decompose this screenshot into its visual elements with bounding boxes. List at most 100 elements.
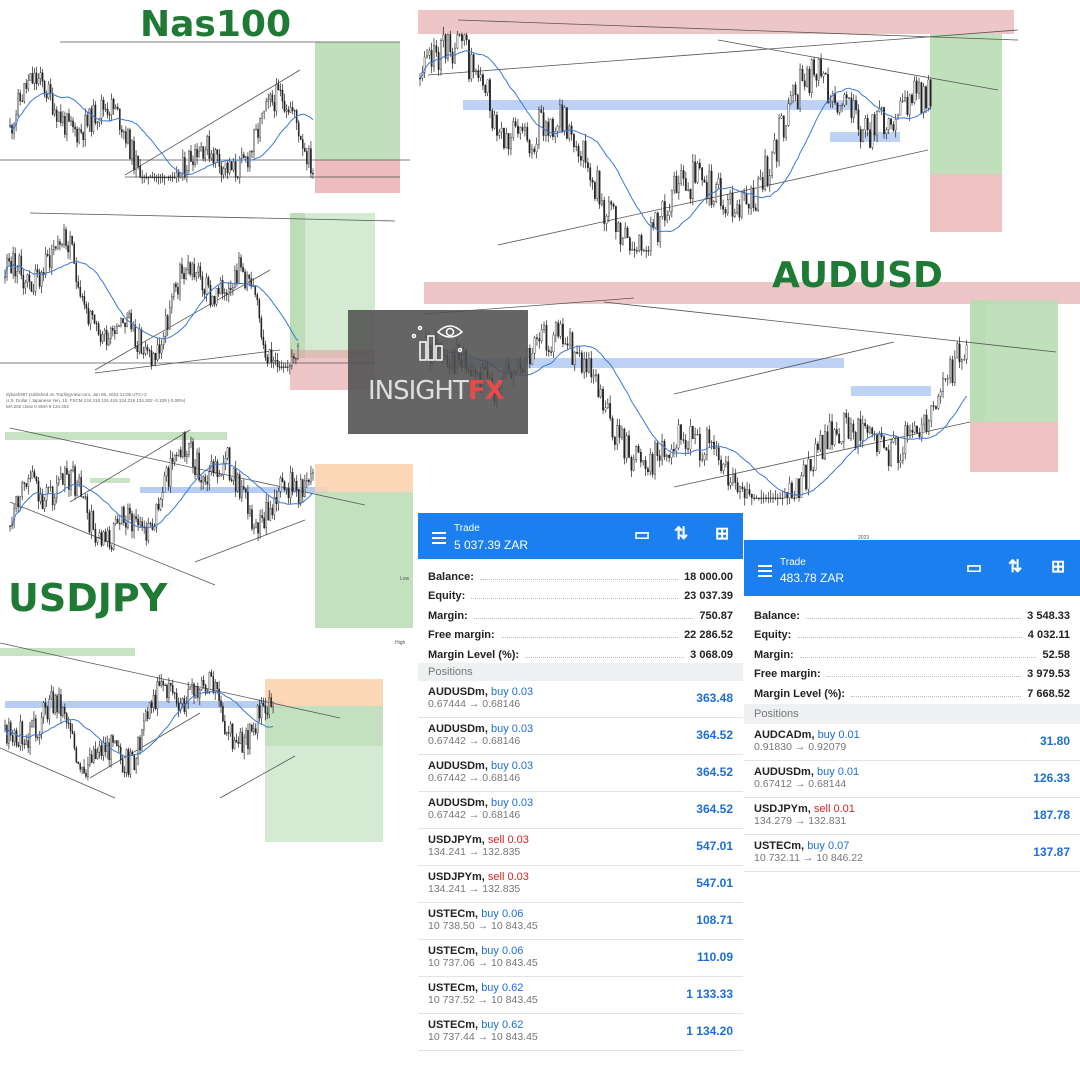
candle-body	[29, 73, 32, 81]
position-row[interactable]: USTECm, buy 0.06 10 738.50 → 10 843.45 108…	[418, 903, 743, 940]
summary-label: Margin Level (%):	[754, 687, 846, 700]
candle-body	[224, 458, 227, 464]
candle-body	[70, 470, 72, 490]
candle-body	[781, 497, 784, 499]
candle-body	[547, 349, 550, 352]
candle-body	[270, 349, 273, 363]
candle-body	[14, 253, 16, 277]
position-row[interactable]: USTECm, buy 0.62 10 737.44 → 10 843.45 1 1…	[418, 1014, 743, 1051]
candle-body	[267, 502, 270, 521]
position-row[interactable]: USDJPYm, sell 0.03 134.241 → 132.835 547.0…	[418, 829, 743, 866]
card-icon[interactable]: ▭	[634, 525, 651, 544]
position-row[interactable]: USTECm, buy 0.62 10 737.52 → 10 843.45 1 1…	[418, 977, 743, 1014]
candle-body	[289, 472, 292, 499]
candle-body	[146, 711, 149, 719]
position-row[interactable]: AUDUSDm, buy 0.01 0.67412 → 0.68144 126.33	[744, 761, 1080, 798]
candle-body	[78, 129, 80, 143]
candle-body	[204, 149, 207, 159]
candle-body	[785, 125, 787, 138]
candle-body	[312, 172, 314, 175]
candle-body	[793, 497, 796, 499]
candle-body	[35, 72, 38, 84]
candle-body	[528, 348, 531, 365]
candle-body	[263, 517, 265, 529]
candle-body	[257, 522, 259, 534]
candle-body	[212, 461, 215, 474]
position-symbol: USTECm,	[428, 981, 479, 994]
candle-body	[258, 705, 261, 719]
card-icon[interactable]: ▭	[966, 558, 983, 577]
candle-body	[573, 351, 576, 365]
candle-body	[745, 192, 748, 205]
candle-body	[175, 454, 178, 457]
position-row[interactable]: AUDUSDm, buy 0.03 0.67442 → 0.68146 364.52	[418, 718, 743, 755]
position-row[interactable]: USDJPYm, sell 0.01 134.279 → 132.831 187.7…	[744, 798, 1080, 835]
candle-body	[41, 494, 44, 509]
candle-body	[214, 461, 217, 474]
candle-body	[906, 97, 909, 115]
candle-body	[185, 269, 187, 280]
candle-body	[92, 748, 95, 763]
candle-body	[712, 201, 715, 205]
summary-row: Margin Level (%): 3 068.09	[418, 641, 743, 661]
new-order-icon[interactable]: ⊞	[1051, 557, 1066, 576]
candle-body	[182, 432, 184, 458]
price-zone	[454, 358, 844, 368]
candle-body	[915, 80, 918, 94]
candle-body	[38, 734, 41, 738]
candle-body	[850, 97, 853, 118]
candle-body	[125, 131, 127, 144]
candle-body	[885, 447, 888, 451]
candle-body	[186, 454, 188, 457]
trend-line	[9, 501, 216, 586]
candle-body	[209, 285, 212, 306]
sort-icon[interactable]: ⇅	[674, 524, 689, 543]
position-row[interactable]: USTECm, buy 0.07 10 732.11 → 10 846.22 137…	[744, 835, 1080, 872]
candle-body	[110, 98, 113, 115]
position-row[interactable]: USTECm, buy 0.06 10 737.06 → 10 843.45 110…	[418, 940, 743, 977]
candle-body	[101, 334, 104, 342]
candle-body	[897, 114, 899, 120]
candle-body	[577, 146, 580, 157]
position-row[interactable]: USDJPYm, sell 0.03 134.241 → 132.835 547.0…	[418, 866, 743, 903]
candle-body	[694, 161, 697, 183]
candle-body	[857, 109, 860, 130]
sort-icon[interactable]: ⇅	[1008, 557, 1023, 576]
candle-body	[736, 204, 739, 213]
new-order-icon[interactable]: ⊞	[715, 524, 730, 543]
summary-row: Balance: 18 000.00	[418, 563, 743, 583]
candle-body	[114, 740, 116, 743]
position-row[interactable]: AUDCADm, buy 0.01 0.91830 → 0.92079 31.80	[744, 724, 1080, 761]
menu-icon[interactable]	[758, 562, 772, 580]
candle-body	[210, 153, 213, 159]
dotted-leader	[797, 637, 1022, 638]
position-row[interactable]: AUDUSDm, buy 0.03 0.67442 → 0.68146 364.52	[418, 792, 743, 829]
candle-body	[958, 343, 961, 363]
position-row[interactable]: AUDUSDm, buy 0.03 0.67442 → 0.68146 364.52	[418, 755, 743, 792]
position-prices: 0.91830 → 0.92079	[754, 740, 847, 753]
candle-body	[833, 429, 836, 445]
trend-line	[124, 69, 301, 176]
candle-body	[222, 168, 225, 175]
candle-body	[591, 179, 594, 183]
position-prices: 134.279 → 132.831	[754, 814, 847, 827]
candle-body	[27, 740, 29, 748]
candle-body	[15, 496, 17, 509]
candle-body	[791, 482, 793, 499]
candle-body	[66, 468, 68, 475]
candle-body	[73, 733, 76, 749]
candle-body	[75, 263, 78, 283]
candle-body	[169, 176, 172, 179]
candle-body	[269, 508, 272, 521]
candle-body	[868, 427, 871, 433]
position-row[interactable]: AUDUSDm, buy 0.03 0.67444 → 0.68146 363.48	[418, 681, 743, 718]
candle-body	[696, 162, 699, 183]
candle-body	[234, 270, 236, 288]
candle-body	[57, 479, 60, 484]
candle-body	[510, 136, 512, 150]
candle-body	[155, 176, 158, 179]
candle-body	[135, 155, 137, 171]
candle-body	[19, 496, 21, 508]
candle-body	[165, 467, 168, 477]
menu-icon[interactable]	[432, 529, 446, 547]
